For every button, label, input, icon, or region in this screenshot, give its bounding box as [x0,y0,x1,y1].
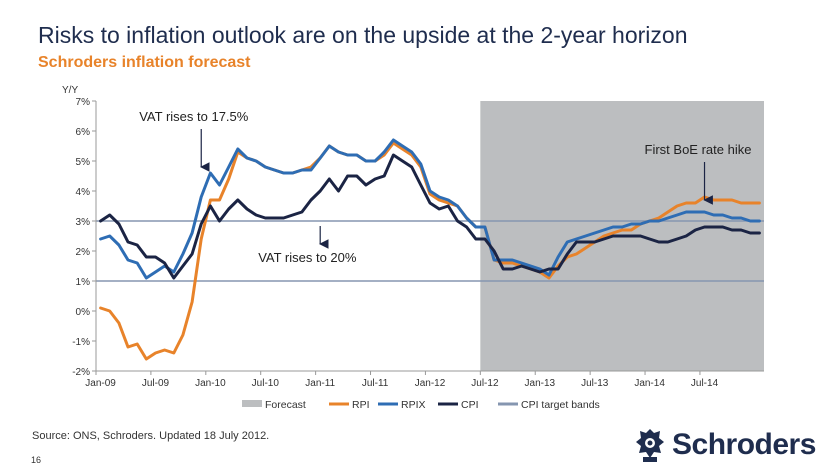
chart-subtitle: Schroders inflation forecast [38,54,251,71]
series-line-cpi [99,153,761,280]
schroders-logo: Schroders [634,425,816,465]
legend-label-cpi: CPI [461,399,479,411]
y-tick-label: 4% [76,187,91,198]
y-tick-label: 5% [76,157,91,168]
x-tick-label: Jul-10 [252,378,280,389]
y-tick-label: 2% [76,247,91,258]
y-tick-label: 3% [76,217,91,228]
logo-wordmark: Schroders [672,428,816,461]
legend-label-forecast_band: Forecast [265,399,306,411]
x-tick-label: Jan-12 [415,378,446,389]
y-tick-label: 0% [76,307,91,318]
x-tick-label: Jan-09 [85,378,116,389]
annotation-label: VAT rises to 17.5% [139,109,249,124]
legend-label-rpi: RPI [352,399,370,411]
y-tick-label: 6% [76,127,91,138]
annotation-label: First BoE rate hike [645,142,752,157]
x-tick-label: Jul-12 [471,378,499,389]
x-tick-label: Jul-13 [581,378,609,389]
series-line-rpix [99,138,761,280]
source-note: Source: ONS, Schroders. Updated 18 July … [32,430,270,442]
y-tick-label: -2% [72,367,90,378]
legend-label-rpix: RPIX [401,399,426,411]
x-tick-label: Jan-10 [195,378,226,389]
y-tick-label: -1% [72,337,90,348]
x-tick-label: Jan-11 [305,378,335,389]
x-tick-label: Jan-13 [525,378,556,389]
y-tick-label: 7% [76,97,91,108]
annotation-label: VAT rises to 20% [258,250,357,265]
y-axis-label: Y/Y [62,85,78,96]
x-tick-label: Jul-11 [362,378,389,389]
slide-title: Risks to inflation outlook are on the up… [38,22,688,48]
x-tick-label: Jan-14 [634,378,665,389]
page-number: 16 [31,455,42,465]
legend-swatch-forecast_band [242,400,262,407]
x-tick-label: Jul-09 [142,378,170,389]
legend-label-target_bands: CPI target bands [521,399,600,411]
y-tick-label: 1% [76,277,91,288]
x-tick-label: Jul-14 [691,378,719,389]
schroders-crest-icon [636,429,664,462]
